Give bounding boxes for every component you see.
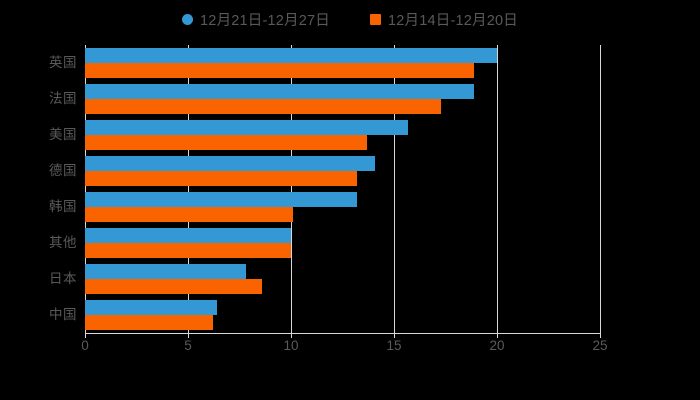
bar-1-0[interactable] [85, 63, 475, 78]
bar-0-1[interactable] [85, 84, 475, 99]
bar-1-7[interactable] [85, 315, 213, 330]
bar-1-3[interactable] [85, 171, 357, 186]
bar-0-7[interactable] [85, 300, 217, 315]
y-axis-label-3: 德国 [49, 163, 77, 178]
x-tick-label-25: 25 [592, 338, 608, 353]
bar-0-3[interactable] [85, 156, 376, 171]
y-axis-label-1: 法国 [49, 91, 77, 106]
y-axis-label-7: 中国 [49, 307, 77, 322]
legend-label-series-0: 12月21日-12月27日 [200, 12, 330, 29]
plot-area [85, 45, 601, 333]
bar-0-0[interactable] [85, 48, 497, 63]
y-axis-label-4: 韩国 [49, 199, 77, 214]
y-axis-label-2: 美国 [49, 127, 77, 142]
x-tick-label-0: 0 [81, 338, 89, 353]
legend-marker-circle-icon [182, 13, 194, 25]
gridline-x-25 [600, 45, 601, 333]
x-tick-label-20: 20 [489, 338, 505, 353]
gridline-x-5 [188, 45, 189, 333]
gridline-x-10 [291, 45, 292, 333]
x-tick-label-10: 10 [283, 338, 299, 353]
legend-item-series-0[interactable]: 12月21日-12月27日 [182, 9, 330, 30]
y-axis-label-5: 其他 [49, 235, 77, 250]
x-tick-mark-25 [600, 333, 601, 338]
bar-1-5[interactable] [85, 243, 291, 258]
legend-item-series-1[interactable]: 12月14日-12月20日 [370, 9, 518, 30]
x-tick-label-5: 5 [184, 338, 192, 353]
x-tick-mark-5 [188, 333, 189, 338]
bar-0-2[interactable] [85, 120, 409, 135]
x-tick-mark-20 [497, 333, 498, 338]
x-tick-mark-10 [291, 333, 292, 338]
gridline-x-15 [394, 45, 395, 333]
bar-1-6[interactable] [85, 279, 263, 294]
bar-0-5[interactable] [85, 228, 291, 243]
legend-marker-square-icon [370, 13, 381, 25]
x-axis-tick-labels: 0 5 10 15 20 25 [0, 338, 700, 358]
bar-0-4[interactable] [85, 192, 357, 207]
x-axis-line [85, 333, 601, 334]
y-axis-category-labels: 英国法国美国德国韩国其他日本中国 [0, 45, 77, 333]
legend-label-series-1: 12月14日-12月20日 [388, 12, 518, 29]
y-axis-label-6: 日本 [49, 271, 77, 286]
gridline-x-20 [497, 45, 498, 333]
bar-1-1[interactable] [85, 99, 442, 114]
bar-1-4[interactable] [85, 207, 294, 222]
x-tick-mark-15 [394, 333, 395, 338]
y-axis-label-0: 英国 [49, 55, 77, 70]
chart-legend: 12月21日-12月27日 12月14日-12月20日 [0, 6, 700, 32]
x-tick-mark-0 [85, 333, 86, 338]
bar-1-2[interactable] [85, 135, 368, 150]
bar-0-6[interactable] [85, 264, 246, 279]
x-tick-label-15: 15 [386, 338, 402, 353]
gridline-x-0 [85, 45, 86, 333]
